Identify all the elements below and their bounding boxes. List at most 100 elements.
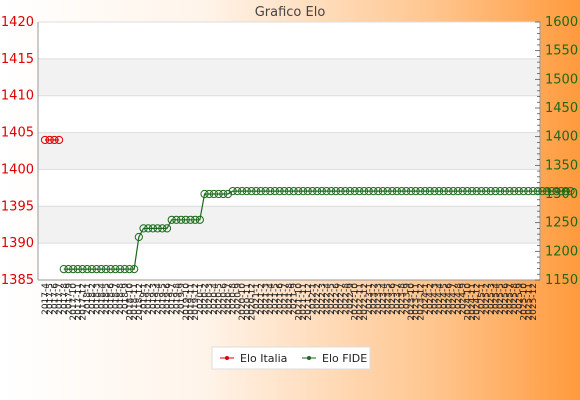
data-point [125, 265, 134, 274]
data-point [533, 187, 542, 196]
x-tick-label: 2024-3 [430, 283, 440, 315]
data-point [106, 265, 115, 274]
x-tick-label: 2020-5 [215, 283, 225, 315]
x-tick-label: 2021-3 [262, 283, 272, 315]
x-tick-label: 2020-9 [233, 283, 243, 315]
y-left-tick-label: 1410 [1, 89, 34, 104]
legend-marker [307, 356, 311, 360]
x-tick-label: 2018-5 [102, 283, 112, 315]
data-point [256, 187, 265, 196]
data-point [557, 187, 566, 196]
data-point [524, 187, 533, 196]
x-tick-label: 2022-4 [323, 283, 333, 315]
y-right-tick-label: 1150 [545, 273, 578, 288]
x-tick-label: 2019-9 [177, 283, 187, 315]
x-tick-label: 2020-1 [196, 283, 206, 315]
x-tick-label: 2020-11 [243, 283, 253, 321]
x-tick-label: 2024-12 [473, 283, 483, 321]
x-tick-label: 2018-8 [116, 283, 126, 315]
x-tick-label: 2019-1 [140, 283, 150, 315]
data-point [425, 187, 434, 196]
x-tick-label: 2023-8 [398, 283, 408, 315]
data-point [167, 215, 176, 224]
data-point [120, 265, 129, 274]
data-point [205, 189, 214, 199]
x-tick-label: 2022-5 [327, 283, 337, 315]
y-left-tick-label: 1395 [1, 199, 34, 214]
data-point [270, 187, 280, 196]
data-point [294, 187, 303, 196]
grid-band [38, 58, 540, 96]
data-point [69, 265, 78, 274]
data-point [247, 187, 256, 196]
x-tick-label: 2020-2 [201, 283, 211, 315]
x-tick-label: 2019-7 [168, 283, 178, 315]
chart-title: Grafico Elo [255, 5, 326, 20]
data-point [195, 215, 204, 224]
series-elo-italia [40, 135, 64, 145]
y-right-tick-label: 1450 [545, 101, 578, 116]
y-right-tick-label: 1200 [545, 244, 578, 259]
data-point [97, 265, 106, 274]
data-point [359, 187, 369, 196]
x-tick-label: 2024-4 [435, 283, 445, 315]
x-tick-label: 2021-1 [252, 283, 262, 315]
x-tick-label: 2025-11 [524, 283, 534, 321]
x-tick-label: 2023-6 [388, 283, 398, 315]
x-tick-label: 2023-11 [412, 283, 422, 321]
x-tick-label: 2018-4 [97, 283, 107, 315]
data-point [148, 224, 158, 233]
y-left-tick-label: 1390 [1, 236, 34, 251]
x-tick-label: 2021-10 [294, 283, 304, 321]
data-point [266, 187, 275, 196]
legend-item: Elo FIDE [302, 352, 367, 365]
data-point [252, 187, 261, 196]
data-point [552, 187, 561, 196]
x-tick-label: 2022-7 [337, 283, 347, 315]
data-point [162, 224, 172, 233]
x-tick-label: 2017-9 [64, 283, 74, 315]
x-tick-label: 2021-11 [299, 283, 309, 321]
data-point [237, 187, 247, 196]
x-tick-label: 2018-10 [125, 283, 135, 321]
x-tick-label: 2020-8 [229, 283, 239, 315]
data-point [327, 187, 336, 196]
x-tick-label: 2025-5 [496, 283, 506, 315]
x-tick-label: 2025-10 [520, 283, 530, 321]
data-point [472, 187, 481, 196]
x-tick-label: 2018-7 [111, 283, 121, 315]
x-tick-label: 2018-6 [107, 283, 117, 315]
x-tick-label: 2022-12 [360, 283, 370, 321]
data-point [336, 187, 345, 196]
data-point [45, 135, 54, 145]
x-tick-label: 2023-5 [384, 283, 394, 315]
data-point [491, 187, 500, 196]
x-tick-label: 2018-3 [93, 283, 103, 315]
data-point [411, 187, 420, 196]
x-tick-label: 2023-7 [393, 283, 403, 315]
x-tick-label: 2025-2 [482, 283, 492, 315]
data-point [322, 187, 331, 196]
x-tick-label: 2025-4 [491, 283, 501, 315]
x-tick-label: 2021-8 [285, 283, 295, 315]
legend-marker [225, 356, 229, 360]
data-point [355, 187, 364, 196]
data-point [59, 265, 68, 274]
y-left-tick-label: 1400 [1, 162, 34, 177]
x-tick-label: 2022-10 [351, 283, 361, 321]
data-point [364, 187, 373, 196]
x-tick-label: 2018-11 [130, 283, 140, 321]
data-point [392, 187, 402, 196]
x-tick-label: 2022-9 [346, 283, 356, 315]
x-tick-label: 2021-4 [266, 283, 276, 315]
y-right-tick-label: 1500 [545, 72, 578, 87]
y-right-tick-label: 1250 [545, 216, 578, 231]
data-point [261, 187, 270, 196]
grid-band [38, 206, 540, 244]
x-tick-label: 2019-8 [172, 283, 182, 315]
data-point [345, 187, 355, 196]
legend-item: Elo Italia [220, 352, 287, 365]
x-tick-label: 2019-10 [182, 283, 192, 321]
data-point [87, 265, 97, 274]
